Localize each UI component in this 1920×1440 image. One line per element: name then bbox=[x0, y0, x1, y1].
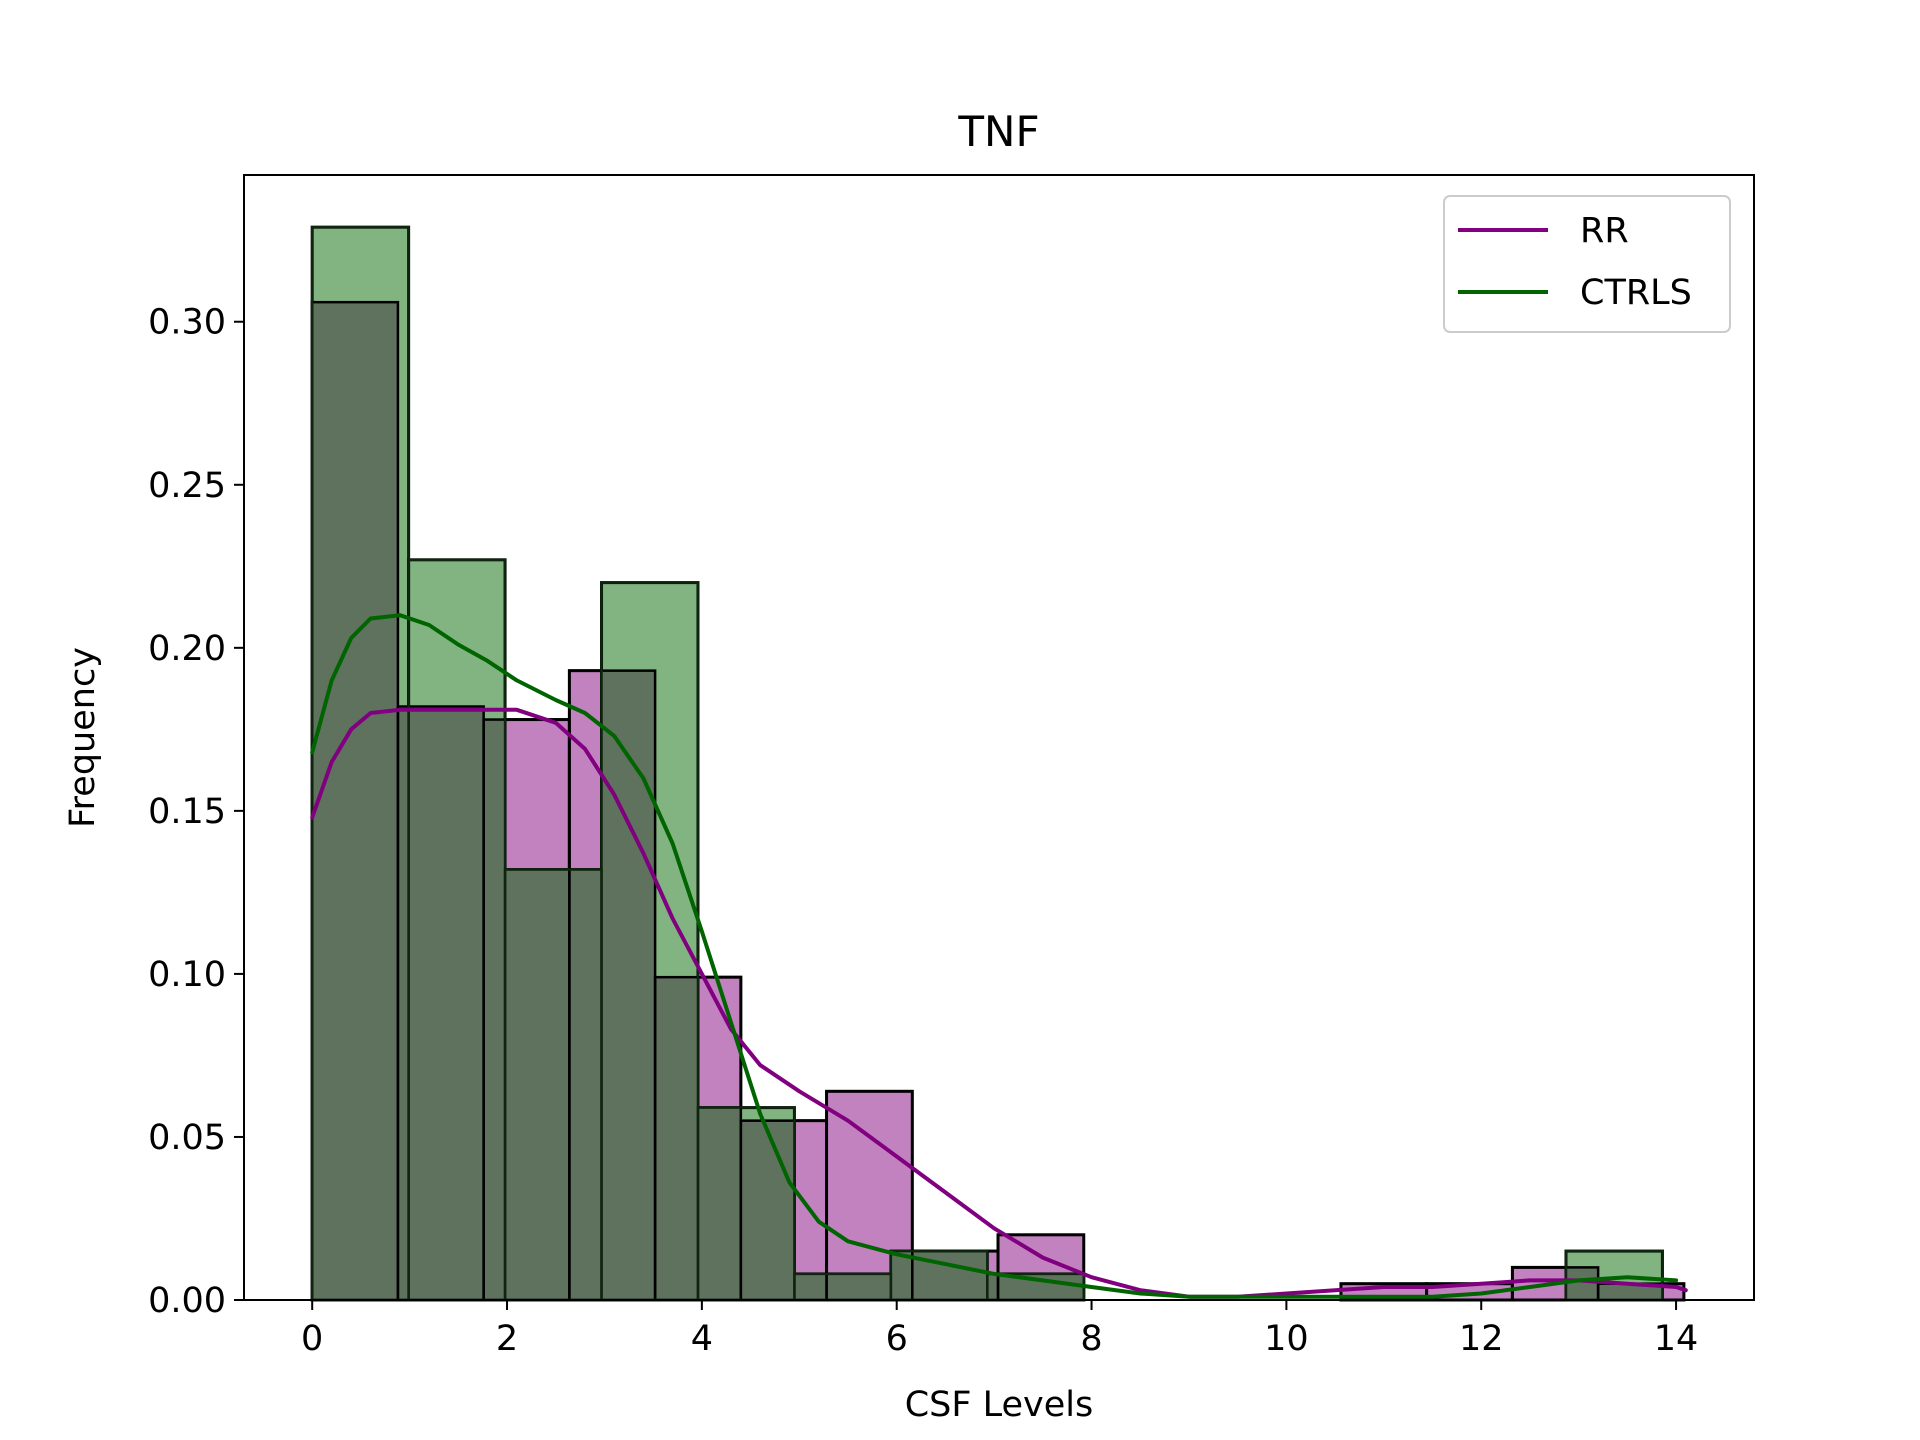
legend-label-rr: RR bbox=[1580, 211, 1629, 251]
overlap-bar bbox=[1565, 1267, 1599, 1300]
y-axis-title: Frequency bbox=[63, 647, 103, 828]
x-tick-label: 8 bbox=[1080, 1319, 1102, 1359]
overlap-bar bbox=[601, 670, 656, 1300]
overlap-bar bbox=[312, 302, 398, 1300]
kde-line-rr bbox=[310, 707, 1688, 1299]
y-axis: 0.00 0.05 0.10 0.15 0.20 0.25 0.30 bbox=[148, 303, 244, 1321]
x-tick-label: 0 bbox=[301, 1319, 323, 1359]
y-tick-label: 0.20 bbox=[148, 629, 226, 669]
x-tick-label: 12 bbox=[1459, 1319, 1504, 1359]
y-tick-label: 0.10 bbox=[148, 955, 226, 995]
y-tick-label: 0.05 bbox=[148, 1118, 226, 1158]
overlap-bar bbox=[987, 1273, 999, 1300]
overlap-bar bbox=[794, 1273, 827, 1300]
x-tick-label: 4 bbox=[691, 1319, 713, 1359]
overlap-bar bbox=[397, 706, 409, 1300]
x-tick-label: 14 bbox=[1654, 1319, 1699, 1359]
kde-line-ctrls bbox=[310, 613, 1679, 1299]
x-tick-label: 6 bbox=[886, 1319, 908, 1359]
chart-title: TNF bbox=[957, 107, 1039, 156]
overlap-bar bbox=[408, 706, 484, 1300]
plot-frame bbox=[243, 174, 1755, 1301]
y-tick-label: 0.15 bbox=[148, 792, 226, 832]
y-tick-label: 0.00 bbox=[148, 1281, 226, 1321]
overlap-bar bbox=[655, 977, 698, 1300]
kde-layer bbox=[310, 613, 1688, 1299]
legend-label-ctrls: CTRLS bbox=[1580, 273, 1692, 313]
overlap-bar bbox=[697, 1107, 741, 1300]
x-tick-label: 2 bbox=[496, 1319, 518, 1359]
overlap-bar bbox=[505, 869, 570, 1300]
x-tick-label: 10 bbox=[1264, 1319, 1309, 1359]
overlap-bar bbox=[740, 1120, 795, 1300]
overlap-bar bbox=[826, 1273, 891, 1300]
legend: RR CTRLS bbox=[1443, 195, 1731, 333]
x-axis: 0 2 4 6 8 10 12 14 bbox=[301, 1300, 1698, 1359]
overlap-bar bbox=[483, 719, 506, 1300]
overlap-bar bbox=[1598, 1283, 1663, 1300]
x-axis-title: CSF Levels bbox=[905, 1385, 1094, 1425]
y-tick-label: 0.25 bbox=[148, 466, 226, 506]
bars-layer bbox=[310, 225, 1686, 1302]
overlap-bar bbox=[890, 1251, 913, 1300]
bars-overlap bbox=[312, 302, 1663, 1300]
overlap-bar bbox=[569, 869, 602, 1300]
y-tick-label: 0.30 bbox=[148, 303, 226, 343]
